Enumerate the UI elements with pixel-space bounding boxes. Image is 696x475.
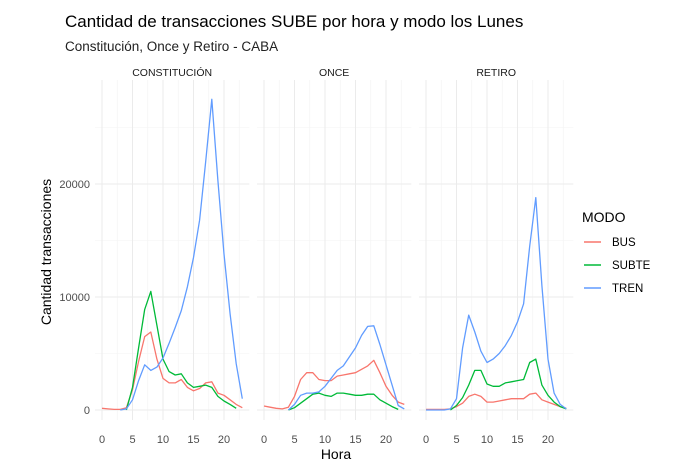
- x-tick-label: 10: [319, 434, 331, 446]
- x-tick-label: 15: [187, 434, 199, 446]
- series-line-bus: [101, 331, 243, 411]
- legend: MODO BUS SUBTE TREN: [582, 209, 651, 295]
- series-line-bus: [426, 392, 567, 411]
- y-tick-label: 20000: [59, 179, 90, 191]
- series-line-tren: [426, 196, 567, 411]
- x-tick-label: 15: [349, 434, 361, 446]
- series-line-subte: [125, 290, 237, 411]
- facet-panel-retiro: 0 5 10 15 20 RETIRO: [418, 67, 574, 446]
- x-tick-label: 0: [423, 434, 429, 446]
- y-tick-label: 0: [84, 405, 90, 417]
- series-line-bus: [263, 359, 405, 410]
- x-tick-label: 20: [542, 434, 554, 446]
- facet-strip-label: CONSTITUCIÓN: [132, 66, 212, 79]
- x-tick-label: 5: [453, 434, 459, 446]
- x-tick-label: 10: [157, 434, 169, 446]
- x-axis-label: Hora: [321, 446, 352, 462]
- chart-subtitle: Constitución, Once y Retiro - CABA: [65, 39, 278, 54]
- facet-strip-label: ONCE: [319, 67, 349, 79]
- y-axis-label: Cantidad transacciones: [38, 179, 54, 325]
- x-tick-label: 0: [261, 434, 267, 446]
- x-tick-label: 5: [129, 434, 135, 446]
- facet-strip-label: RETIRO: [476, 67, 516, 79]
- legend-label-tren: TREN: [612, 283, 643, 295]
- x-tick-label: 20: [218, 434, 230, 446]
- series-line-subte: [288, 392, 399, 411]
- series-line-tren: [287, 325, 405, 411]
- x-tick-label: 10: [481, 434, 493, 446]
- legend-label-bus: BUS: [612, 237, 636, 249]
- legend-title: MODO: [582, 209, 626, 225]
- x-tick-label: 0: [99, 434, 105, 446]
- x-tick-label: 5: [291, 434, 297, 446]
- facet-panel-constitución: 0 5 10 15 20 CONSTITUCIÓN 0 10000 20000: [59, 66, 250, 446]
- series-line-tren: [120, 98, 243, 411]
- series-line-subte: [450, 358, 567, 411]
- x-tick-label: 15: [511, 434, 523, 446]
- x-tick-label: 20: [380, 434, 392, 446]
- chart-title: Cantidad de transacciones SUBE por hora …: [65, 12, 523, 31]
- y-tick-label: 10000: [59, 292, 90, 304]
- facet-panel-once: 0 5 10 15 20 ONCE: [256, 67, 412, 446]
- legend-label-subte: SUBTE: [612, 260, 651, 272]
